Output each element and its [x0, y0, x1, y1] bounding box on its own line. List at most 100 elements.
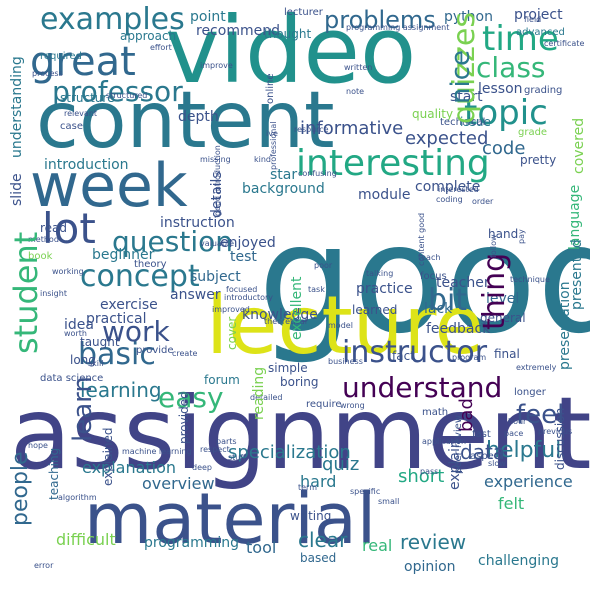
word-required: required — [40, 52, 82, 62]
word-programming: programming — [144, 536, 239, 550]
word-advanced: advanced — [516, 28, 565, 38]
word-pretty: pretty — [520, 154, 556, 166]
word-felt: felt — [498, 496, 524, 512]
word-order: order — [472, 198, 493, 206]
word-skill: skill — [88, 360, 103, 368]
word-module: module — [358, 188, 410, 202]
word-written: written — [344, 64, 372, 72]
word-code: code — [482, 140, 525, 158]
word-pay: pay — [518, 229, 526, 244]
word-small: small — [378, 498, 399, 506]
word-instruction: instruction — [160, 216, 235, 230]
word-experience: experience — [484, 474, 573, 490]
word-structured: structured — [106, 92, 147, 100]
word-practical: practical — [86, 312, 146, 326]
word-discussion: discussion — [554, 408, 566, 470]
word-focus: focus — [420, 272, 447, 282]
word-error: error — [34, 562, 53, 570]
word-working: working — [52, 268, 84, 276]
word-exercise: exercise — [100, 298, 158, 312]
word-technique: technique — [510, 276, 550, 284]
word-nice: nice — [448, 50, 474, 104]
word-note: note — [346, 88, 364, 96]
word-hour: hour — [508, 418, 526, 426]
word-create: create — [172, 350, 197, 358]
word-certificate: certificate — [544, 40, 584, 48]
word-lecturer: lecturer — [284, 8, 323, 18]
word-machine-learning: machine learning — [122, 448, 192, 456]
word-talking: talking — [366, 270, 393, 278]
word-thing: thing — [480, 253, 510, 330]
word-process: process — [32, 70, 63, 78]
word-answer: answer — [170, 288, 221, 302]
word-longer: longer — [514, 388, 546, 398]
word-cover: cover — [226, 317, 238, 350]
word-lack: lack — [424, 302, 452, 316]
word-tool: tool — [246, 540, 276, 556]
word-star: star — [270, 168, 297, 182]
word-expected: expected — [405, 130, 488, 148]
word-peer-review: peer review — [454, 415, 464, 474]
word-lesson: lesson — [478, 82, 523, 96]
word-hope: hope — [28, 442, 48, 450]
word-algorithm: algorithm — [58, 494, 97, 502]
word-overview: overview — [142, 476, 215, 492]
word-thought: thought — [264, 28, 311, 40]
word-coding: coding — [436, 196, 463, 204]
word-difficult: difficult — [56, 532, 116, 548]
word-theory: theory — [134, 260, 167, 270]
word-reading: reading — [252, 367, 266, 420]
word-subject: subject — [190, 270, 241, 284]
word-online: online — [266, 73, 276, 104]
word-excellent: excellent — [290, 277, 304, 340]
word-follow: follow — [490, 234, 498, 258]
word-content-good: content good — [418, 213, 426, 266]
word-provide: provide — [136, 346, 174, 356]
word-professional: professional — [270, 122, 278, 170]
word-program: program — [452, 354, 486, 362]
word-forum: forum — [204, 374, 240, 386]
word-test: test — [230, 250, 257, 264]
word-stuff: stuff — [228, 454, 246, 462]
word-explained: explained — [102, 427, 114, 486]
word-respect: respect — [200, 446, 230, 454]
word-slide: slide — [10, 173, 24, 206]
word-business: business — [328, 358, 363, 366]
word-covered: covered — [572, 118, 586, 174]
word-interested: interested — [438, 186, 479, 194]
word-improved: improved — [212, 306, 250, 314]
word-field: field — [524, 16, 541, 24]
word-boring: boring — [280, 376, 318, 388]
word-grading: grading — [524, 86, 562, 96]
word-case: case — [60, 122, 83, 132]
word-good-introduction: good introduction — [214, 145, 222, 216]
word-background: background — [242, 182, 325, 196]
word-opinion: opinion — [404, 560, 456, 574]
word-depth: depth — [178, 110, 219, 124]
word-fact: fact — [392, 350, 415, 362]
word-practice: practice — [356, 282, 413, 296]
word-review: review — [400, 532, 466, 552]
word-quiz: quiz — [322, 456, 359, 474]
word-term: term — [298, 484, 317, 492]
word-presented: presented — [570, 239, 584, 310]
word-approach: approach — [120, 30, 176, 42]
word-math: math — [422, 408, 448, 418]
word-understanding: understanding — [10, 56, 24, 158]
word-model: model — [328, 322, 353, 330]
word-focused: focused — [226, 286, 257, 294]
word-wrong: wrong — [340, 402, 365, 410]
word-people: people — [10, 451, 32, 526]
word-teaching: teaching — [48, 448, 60, 500]
word-simple: simple — [268, 362, 308, 374]
word-point: point — [190, 10, 226, 24]
word-grade: grade — [518, 128, 547, 138]
word-poor: poor — [314, 262, 332, 270]
word-pace: pace — [504, 430, 523, 438]
word-confusing: confusing — [298, 170, 337, 178]
word-clear: clear — [298, 530, 347, 550]
word-relevant: relevant — [64, 110, 97, 118]
word-resource: resource — [294, 126, 329, 134]
word-real: real — [362, 538, 392, 554]
